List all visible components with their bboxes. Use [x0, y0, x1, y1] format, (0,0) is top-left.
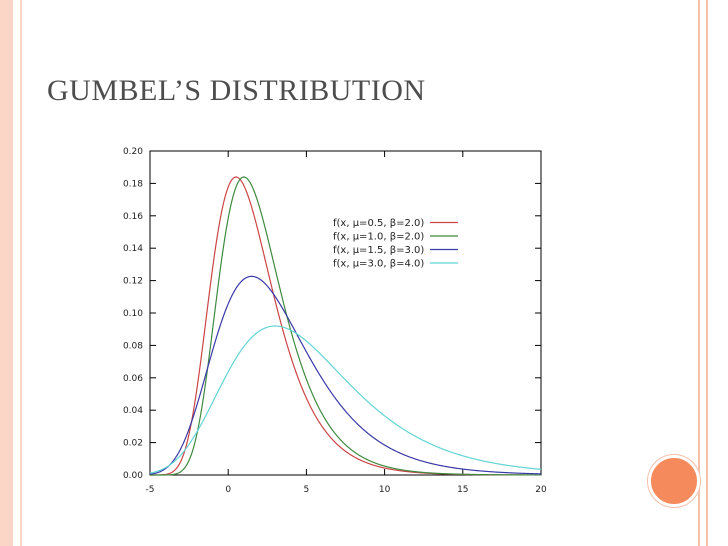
x-tick-label: 10 [379, 485, 391, 495]
legend-label-2: f(x, μ=1.0, β=2.0) [333, 232, 424, 243]
right-decorative-line [698, 0, 700, 546]
x-tick-label: 5 [304, 485, 310, 495]
y-tick-label: 0.06 [123, 374, 143, 384]
legend-label-1: f(x, μ=0.5, β=2.0) [333, 218, 424, 229]
left-decorative-band [0, 0, 13, 546]
y-tick-label: 0.18 [123, 179, 143, 189]
y-tick-label: 0.12 [123, 277, 143, 287]
x-tick-label: -5 [146, 485, 155, 495]
legend-label-3: f(x, μ=1.5, β=3.0) [333, 245, 424, 256]
right-decorative-line-outer [706, 0, 708, 546]
y-tick-label: 0.20 [123, 147, 143, 157]
y-tick-label: 0.16 [123, 212, 143, 222]
series-line-3 [149, 275, 542, 475]
y-tick-label: 0.04 [123, 406, 143, 416]
y-tick-label: 0.02 [123, 439, 143, 449]
x-tick-label: 20 [535, 485, 547, 495]
y-tick-label: 0.08 [123, 341, 143, 351]
slide-title: GUMBEL’S DISTRIBUTION [47, 74, 426, 107]
plot-frame [149, 150, 542, 476]
x-tick-label: 0 [225, 485, 231, 495]
y-tick-label: 0.00 [123, 471, 143, 481]
legend-label-4: f(x, μ=3.0, β=4.0) [333, 259, 424, 270]
y-tick-label: 0.14 [123, 244, 143, 254]
left-decorative-line [20, 0, 22, 546]
y-tick-label: 0.10 [123, 309, 143, 319]
series-line-2 [150, 176, 541, 476]
series-line-4 [149, 325, 542, 474]
accent-circle [648, 455, 700, 507]
x-tick-label: 15 [457, 485, 468, 495]
